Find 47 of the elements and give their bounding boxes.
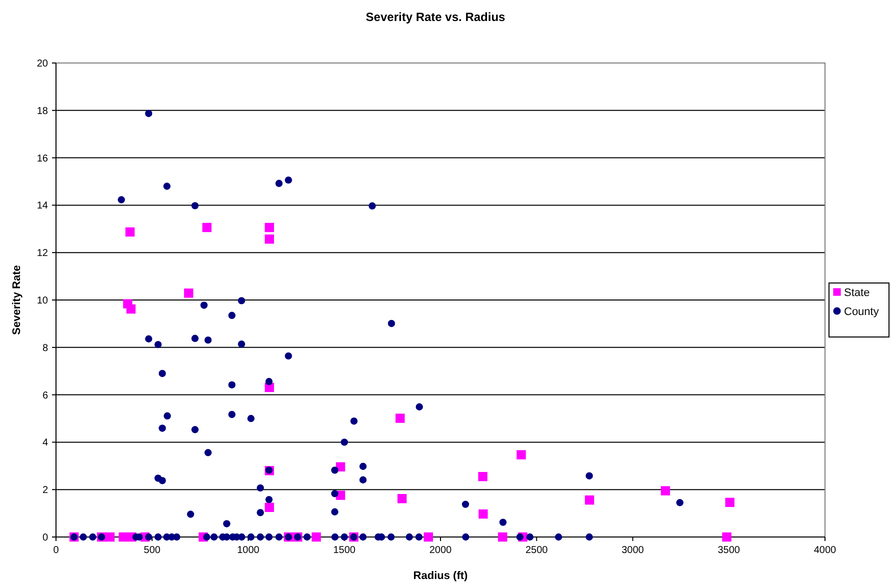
point: [184, 288, 194, 298]
y-tick-label: 20: [36, 58, 48, 70]
point: [202, 222, 212, 232]
y-tick-label: 16: [36, 153, 48, 164]
point: [584, 495, 594, 505]
x-tick-label: 4000: [814, 545, 837, 556]
point: [264, 234, 274, 244]
chart-title: Severity Rate vs. Radius: [366, 10, 506, 24]
legend-label: County: [844, 306, 880, 318]
point: [118, 532, 128, 542]
y-tick-label: 12: [36, 248, 48, 260]
point: [516, 450, 526, 460]
x-tick-label: 0: [53, 545, 60, 556]
legend-label: State: [844, 287, 870, 299]
point: [105, 532, 115, 542]
x-tick-label: 1500: [333, 545, 356, 556]
y-tick-label: 14: [36, 200, 48, 212]
point: [722, 532, 732, 542]
point: [396, 414, 405, 423]
x-tick-label: 3500: [718, 545, 740, 556]
y-tick-label: 6: [42, 390, 48, 402]
point: [725, 498, 734, 507]
point: [264, 222, 274, 232]
point: [336, 462, 346, 472]
y-tick-label: 2: [42, 485, 48, 496]
point: [264, 502, 274, 512]
point: [397, 494, 407, 504]
x-tick-label: 1000: [237, 545, 260, 556]
y-tick-label: 10: [36, 296, 48, 306]
x-tick-label: 2000: [429, 545, 452, 556]
y-tick-label: 0: [42, 532, 48, 544]
y-axis-title: Severity Rate: [11, 265, 23, 335]
point: [424, 532, 433, 542]
point: [312, 532, 321, 542]
point: [660, 486, 670, 496]
x-tick-label: 3000: [622, 545, 644, 556]
y-tick-label: 18: [36, 106, 48, 117]
point: [478, 509, 488, 519]
x-tick-label: 500: [144, 545, 161, 556]
y-tick-label: 4: [42, 438, 48, 449]
point: [126, 304, 136, 314]
point: [478, 472, 488, 482]
x-axis-title: Radius (ft): [413, 570, 468, 582]
point: [125, 227, 135, 237]
x-tick-label: 2500: [526, 545, 548, 556]
point: [498, 532, 508, 542]
y-tick-label: 8: [42, 342, 48, 354]
